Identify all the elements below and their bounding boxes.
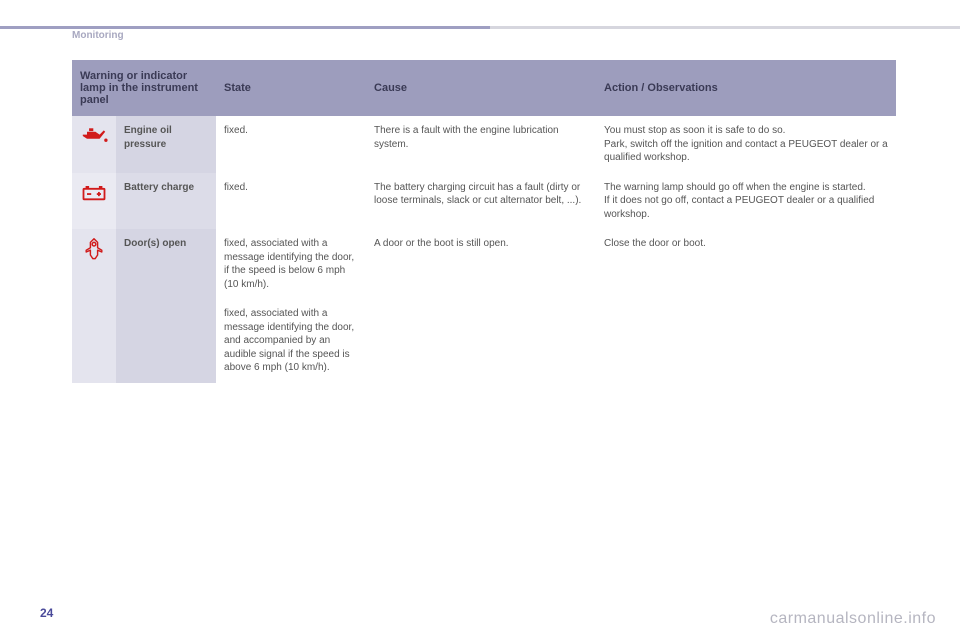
action-line: The warning lamp should go off when the … (604, 181, 888, 195)
icon-cell (72, 116, 116, 173)
lamp-state: fixed, associated with a message identif… (216, 229, 366, 299)
action-line: You must stop as soon it is safe to do s… (604, 124, 888, 138)
header-rule (0, 26, 960, 29)
header-lamp: Warning or indicator lamp in the instrum… (72, 60, 216, 116)
table-row: Engine oil pressure fixed. There is a fa… (72, 116, 896, 173)
action-line: Park, switch off the ignition and contac… (604, 138, 888, 165)
lamp-action: The warning lamp should go off when the … (596, 173, 896, 230)
header-rule-dark (0, 26, 490, 29)
section-label: Monitoring (72, 30, 124, 41)
table-row: Door(s) open fixed, associated with a me… (72, 229, 896, 299)
table-header-row: Warning or indicator lamp in the instrum… (72, 60, 896, 116)
table-row: Battery charge fixed. The battery chargi… (72, 173, 896, 230)
lamp-state: fixed. (216, 116, 366, 173)
icon-cell (72, 173, 116, 230)
oil-can-icon (80, 124, 108, 148)
warning-lamp-table: Warning or indicator lamp in the instrum… (72, 60, 896, 383)
lamp-name: Engine oil pressure (116, 116, 216, 173)
page-number: 24 (40, 606, 53, 620)
header-rule-light (490, 26, 960, 29)
action-line: If it does not go off, contact a PEUGEOT… (604, 194, 888, 221)
watermark: carmanualsonline.info (770, 610, 936, 628)
lamp-cause: There is a fault with the engine lubrica… (366, 116, 596, 173)
battery-icon (80, 181, 108, 205)
lamp-cause: A door or the boot is still open. (366, 229, 596, 383)
lamp-action: Close the door or boot. (596, 229, 896, 383)
lamp-action: You must stop as soon it is safe to do s… (596, 116, 896, 173)
door-open-icon (80, 237, 108, 261)
header-cause: Cause (366, 60, 596, 116)
lamp-state: fixed, associated with a message identif… (216, 299, 366, 383)
lamp-state: fixed. (216, 173, 366, 230)
lamp-name: Battery charge (116, 173, 216, 230)
header-action: Action / Observations (596, 60, 896, 116)
lamp-name: Door(s) open (116, 229, 216, 383)
icon-cell (72, 229, 116, 383)
header-state: State (216, 60, 366, 116)
lamp-cause: The battery charging circuit has a fault… (366, 173, 596, 230)
